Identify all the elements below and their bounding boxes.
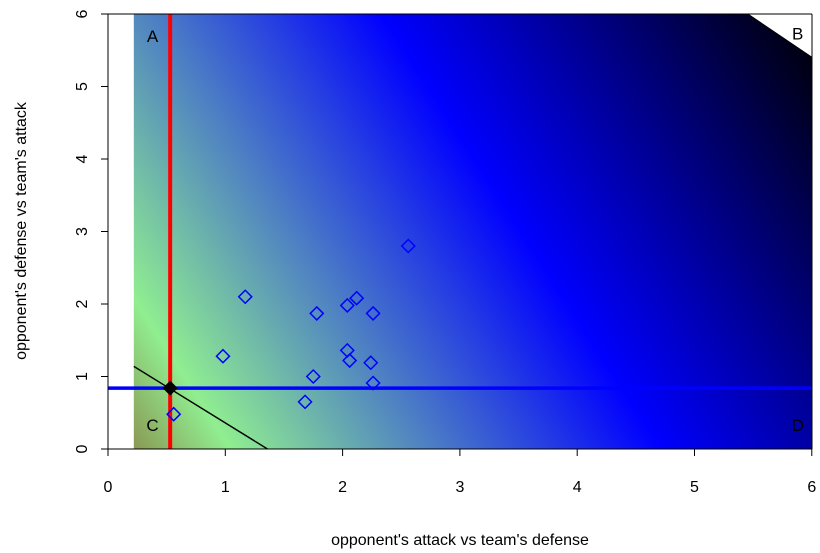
y-axis-title: opponent's defense vs team's attack	[13, 101, 30, 360]
y-tick-label: 2	[74, 299, 91, 308]
y-tick-label: 4	[74, 154, 91, 163]
y-tick-label: 0	[74, 444, 91, 453]
axes: 0 1 2 3 4 5 6 0 1 2 3 4 5 6	[74, 9, 816, 496]
reference-point	[162, 380, 178, 396]
y-tick-label: 5	[74, 82, 91, 91]
region-label: A	[147, 27, 159, 46]
x-axis-title: opponent's attack vs team's defense	[331, 532, 589, 549]
region-label: B	[792, 25, 803, 44]
region-label: D	[792, 416, 804, 435]
y-tick-label: 6	[74, 9, 91, 18]
data-point	[166, 406, 182, 422]
data-point	[297, 394, 313, 410]
data-point	[349, 290, 365, 306]
x-tick-label: 5	[690, 479, 699, 496]
data-point	[237, 289, 253, 305]
data-point	[365, 305, 381, 321]
data-point	[309, 305, 325, 321]
x-tick-label: 6	[807, 479, 816, 496]
region-labels: A B C D	[146, 25, 803, 436]
x-tick-label: 0	[104, 479, 113, 496]
white-corner	[746, 14, 812, 58]
data-point	[305, 368, 321, 385]
y-tick-label: 3	[74, 227, 91, 236]
x-tick-label: 1	[221, 479, 230, 496]
x-ticks: 0 1 2 3 4 5 6	[104, 449, 816, 496]
background-gradient	[133, 14, 812, 449]
points-group	[166, 238, 416, 422]
y-ticks: 0 1 2 3 4 5 6	[74, 9, 108, 453]
region-label: C	[146, 416, 158, 435]
data-point	[342, 352, 358, 369]
data-point	[363, 355, 379, 371]
plot-area: A B C D	[108, 14, 812, 449]
y-tick-label: 1	[74, 372, 91, 381]
data-point	[365, 375, 381, 391]
x-tick-label: 4	[573, 479, 582, 496]
data-point	[339, 297, 355, 314]
data-point	[215, 348, 231, 364]
diagonal-line	[133, 365, 268, 449]
x-tick-label: 3	[455, 479, 464, 496]
data-point	[400, 238, 416, 254]
x-tick-label: 2	[338, 479, 347, 496]
